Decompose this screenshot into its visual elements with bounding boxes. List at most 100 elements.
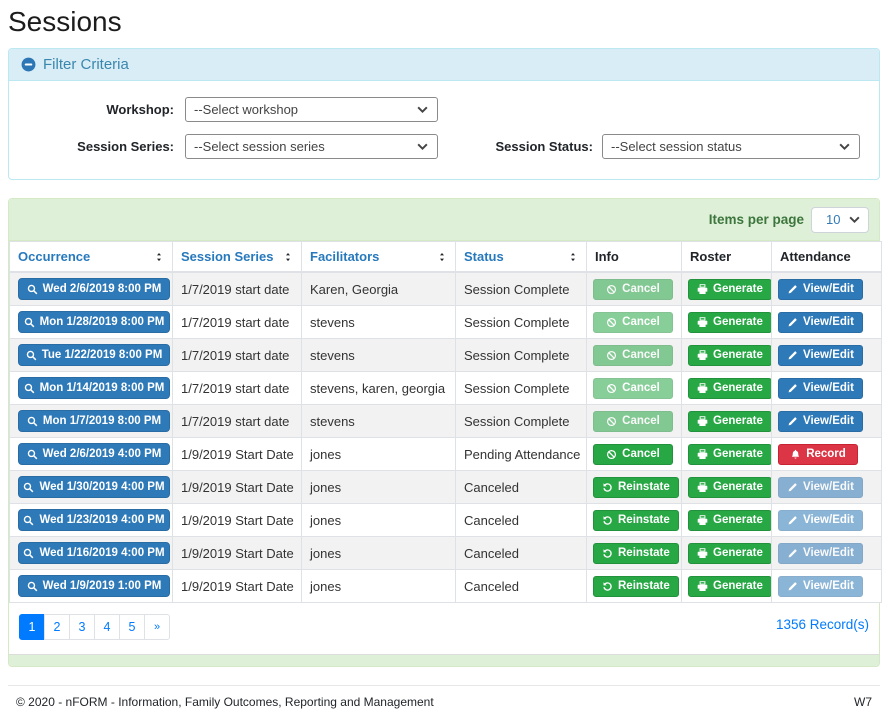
facilitators-cell: stevens [302, 405, 456, 438]
attendance-action-button[interactable]: View/Edit [778, 378, 863, 399]
session-series-label: Session Series: [24, 139, 174, 154]
session-status-select[interactable]: --Select session status [602, 134, 860, 159]
collapse-minus-circle-icon[interactable] [21, 57, 36, 72]
roster-action-button[interactable]: Generate [688, 576, 772, 597]
status-cell: Canceled [456, 570, 587, 603]
roster-action-button[interactable]: Generate [688, 510, 772, 531]
roster-action-button[interactable]: Generate [688, 411, 772, 432]
pencil-icon [787, 284, 798, 295]
table-row: Tue 1/22/2019 8:00 PM1/7/2019 start date… [10, 339, 882, 372]
pencil-icon [787, 350, 798, 361]
occurrence-button[interactable]: Wed 1/30/2019 4:00 PM [18, 476, 170, 498]
column-header-facilitators[interactable]: Facilitators [302, 242, 456, 273]
column-header-occurrence[interactable]: Occurrence [10, 242, 173, 273]
column-header-session-series[interactable]: Session Series [173, 242, 302, 273]
session-status-label: Session Status: [493, 139, 593, 154]
sort-icon[interactable] [437, 251, 447, 263]
ban-icon [606, 284, 617, 295]
attendance-action-button: View/Edit [778, 477, 863, 498]
info-action-button[interactable]: Reinstate [593, 576, 679, 597]
copyright-text: © 2020 - nFORM - Information, Family Out… [16, 695, 434, 709]
info-action-button[interactable]: Reinstate [593, 510, 679, 531]
occurrence-button[interactable]: Mon 1/14/2019 8:00 PM [18, 377, 170, 399]
occurrence-button[interactable]: Tue 1/22/2019 8:00 PM [18, 344, 170, 366]
filter-criteria-header[interactable]: Filter Criteria [9, 49, 879, 81]
search-icon [24, 383, 35, 394]
facilitators-cell: stevens, karen, georgia [302, 372, 456, 405]
sort-icon[interactable] [283, 251, 293, 263]
items-per-page-select[interactable]: 10 [811, 207, 869, 233]
sessions-table: OccurrenceSession SeriesFacilitatorsStat… [9, 241, 882, 603]
roster-action-button[interactable]: Generate [688, 444, 772, 465]
chevron-down-icon [848, 213, 861, 226]
session-series-cell: 1/9/2019 Start Date [173, 570, 302, 603]
status-cell: Session Complete [456, 339, 587, 372]
printer-icon [697, 416, 708, 427]
pagination-page-4[interactable]: 4 [94, 614, 120, 640]
info-action-button[interactable]: Reinstate [593, 477, 679, 498]
bell-icon [790, 449, 801, 460]
attendance-action-button[interactable]: View/Edit [778, 345, 863, 366]
attendance-action-button[interactable]: View/Edit [778, 312, 863, 333]
pagination-page-next[interactable]: » [144, 614, 170, 640]
attendance-action-button[interactable]: View/Edit [778, 279, 863, 300]
info-action-button[interactable]: Reinstate [593, 543, 679, 564]
occurrence-button[interactable]: Wed 2/6/2019 4:00 PM [18, 443, 170, 465]
roster-action-button[interactable]: Generate [688, 279, 772, 300]
pencil-icon [787, 482, 798, 493]
info-action-button: Cancel [593, 312, 673, 333]
page-footer: © 2020 - nFORM - Information, Family Out… [8, 685, 880, 709]
printer-icon [697, 284, 708, 295]
pagination-page-1[interactable]: 1 [19, 614, 45, 640]
printer-icon [697, 317, 708, 328]
occurrence-button[interactable]: Wed 2/6/2019 8:00 PM [18, 278, 170, 300]
pagination-page-5[interactable]: 5 [119, 614, 145, 640]
facilitators-cell: stevens [302, 339, 456, 372]
pagination-page-2[interactable]: 2 [44, 614, 70, 640]
pencil-icon [787, 581, 798, 592]
workshop-select[interactable]: --Select workshop [185, 97, 438, 122]
pagination-page-3[interactable]: 3 [69, 614, 95, 640]
session-series-cell: 1/9/2019 Start Date [173, 471, 302, 504]
attendance-action-button[interactable]: View/Edit [778, 411, 863, 432]
column-header-attendance: Attendance [772, 242, 882, 273]
ban-icon [606, 317, 617, 328]
pencil-icon [787, 383, 798, 394]
ban-icon [606, 416, 617, 427]
status-cell: Session Complete [456, 272, 587, 306]
occurrence-button[interactable]: Wed 1/16/2019 4:00 PM [18, 542, 170, 564]
undo-icon [602, 548, 613, 559]
roster-action-button[interactable]: Generate [688, 378, 772, 399]
page-title: Sessions [8, 0, 880, 48]
table-row: Mon 1/7/2019 8:00 PM1/7/2019 start dates… [10, 405, 882, 438]
column-header-status[interactable]: Status [456, 242, 587, 273]
status-cell: Pending Attendance [456, 438, 587, 471]
info-action-button[interactable]: Cancel [593, 444, 673, 465]
attendance-action-button: View/Edit [778, 510, 863, 531]
status-cell: Canceled [456, 504, 587, 537]
printer-icon [697, 548, 708, 559]
sort-icon[interactable] [568, 251, 578, 263]
occurrence-button[interactable]: Mon 1/28/2019 8:00 PM [18, 311, 170, 333]
occurrence-button[interactable]: Wed 1/23/2019 4:00 PM [18, 509, 170, 531]
status-cell: Session Complete [456, 405, 587, 438]
items-per-page-label: Items per page [709, 212, 804, 227]
table-toolbar: Items per page 10 [9, 199, 879, 241]
table-row: Wed 1/23/2019 4:00 PM1/9/2019 Start Date… [10, 504, 882, 537]
roster-action-button[interactable]: Generate [688, 312, 772, 333]
search-icon [23, 515, 34, 526]
attendance-action-button[interactable]: Record [778, 444, 858, 465]
search-icon [24, 317, 35, 328]
printer-icon [697, 383, 708, 394]
sort-icon[interactable] [154, 251, 164, 263]
roster-action-button[interactable]: Generate [688, 345, 772, 366]
roster-action-button[interactable]: Generate [688, 477, 772, 498]
occurrence-button[interactable]: Wed 1/9/2019 1:00 PM [18, 575, 170, 597]
info-action-button: Cancel [593, 279, 673, 300]
session-series-cell: 1/7/2019 start date [173, 306, 302, 339]
session-series-cell: 1/9/2019 Start Date [173, 504, 302, 537]
session-series-select[interactable]: --Select session series [185, 134, 438, 159]
pencil-icon [787, 416, 798, 427]
roster-action-button[interactable]: Generate [688, 543, 772, 564]
occurrence-button[interactable]: Mon 1/7/2019 8:00 PM [18, 410, 170, 432]
